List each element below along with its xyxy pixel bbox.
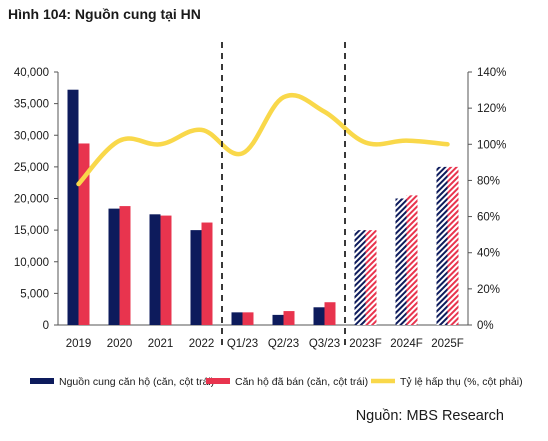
x-tick-label: 2024F <box>390 338 423 350</box>
legend-label: Tỷ lệ hấp thụ (%, cột phải) <box>400 376 523 388</box>
legend-label: Căn hộ đã bán (căn, cột trái) <box>235 376 368 388</box>
bar-sold <box>201 222 213 325</box>
bar-sold <box>242 312 254 325</box>
y-left-tick-label: 10,000 <box>14 257 49 269</box>
bar-sold <box>365 230 377 325</box>
y-left-tick-label: 35,000 <box>14 99 49 111</box>
x-tick-label: 2022 <box>189 338 215 350</box>
y-right-tick-label: 100% <box>477 139 506 151</box>
y-right-tick-label: 120% <box>477 103 506 115</box>
bar-supply <box>354 230 366 325</box>
legend-label: Nguồn cung căn hộ (căn, cột trái) <box>59 376 214 388</box>
bar-sold <box>119 206 131 325</box>
y-left-tick-label: 30,000 <box>14 130 49 142</box>
x-tick-label: Q2/23 <box>268 338 299 350</box>
bar-sold <box>78 143 90 325</box>
bar-supply <box>272 314 284 325</box>
chart-source: Nguồn: MBS Research <box>355 408 504 424</box>
bar-sold <box>160 215 172 325</box>
y-right-tick-label: 60% <box>477 212 500 224</box>
bar-sold <box>324 302 336 325</box>
y-left-tick-label: 0 <box>43 320 49 332</box>
x-tick-label: Q3/23 <box>309 338 340 350</box>
x-tick-label: 2025F <box>431 338 464 350</box>
bar-supply <box>67 89 79 326</box>
bar-sold <box>447 166 459 325</box>
bar-supply <box>149 214 161 325</box>
bar-sold <box>406 195 418 325</box>
y-right-tick-label: 0% <box>477 320 494 332</box>
legend-swatch <box>206 378 230 384</box>
y-right-tick-label: 80% <box>477 175 500 187</box>
y-left-tick-label: 15,000 <box>14 225 49 237</box>
y-left-tick-label: 40,000 <box>14 67 49 79</box>
y-right-tick-label: 140% <box>477 67 506 79</box>
bar-supply <box>190 230 202 325</box>
y-right-tick-label: 20% <box>477 284 500 296</box>
y-left-tick-label: 25,000 <box>14 162 49 174</box>
legend-swatch <box>30 378 54 384</box>
x-tick-label: 2023F <box>349 338 382 350</box>
y-left-tick-label: 20,000 <box>14 194 49 206</box>
bar-supply <box>436 166 448 325</box>
bar-supply <box>108 208 120 325</box>
bar-supply <box>313 307 325 325</box>
x-tick-label: 2021 <box>148 338 174 350</box>
bar-supply <box>395 198 407 325</box>
x-tick-label: 2019 <box>66 338 92 350</box>
bar-supply <box>231 312 243 325</box>
y-right-tick-label: 40% <box>477 248 500 260</box>
x-tick-label: Q1/23 <box>227 338 258 350</box>
absorption-rate-line <box>76 93 450 187</box>
bar-sold <box>283 311 295 325</box>
x-tick-label: 2020 <box>107 338 133 350</box>
y-left-tick-label: 5,000 <box>20 288 49 300</box>
chart-title: Hình 104: Nguồn cung tại HN <box>8 6 201 22</box>
